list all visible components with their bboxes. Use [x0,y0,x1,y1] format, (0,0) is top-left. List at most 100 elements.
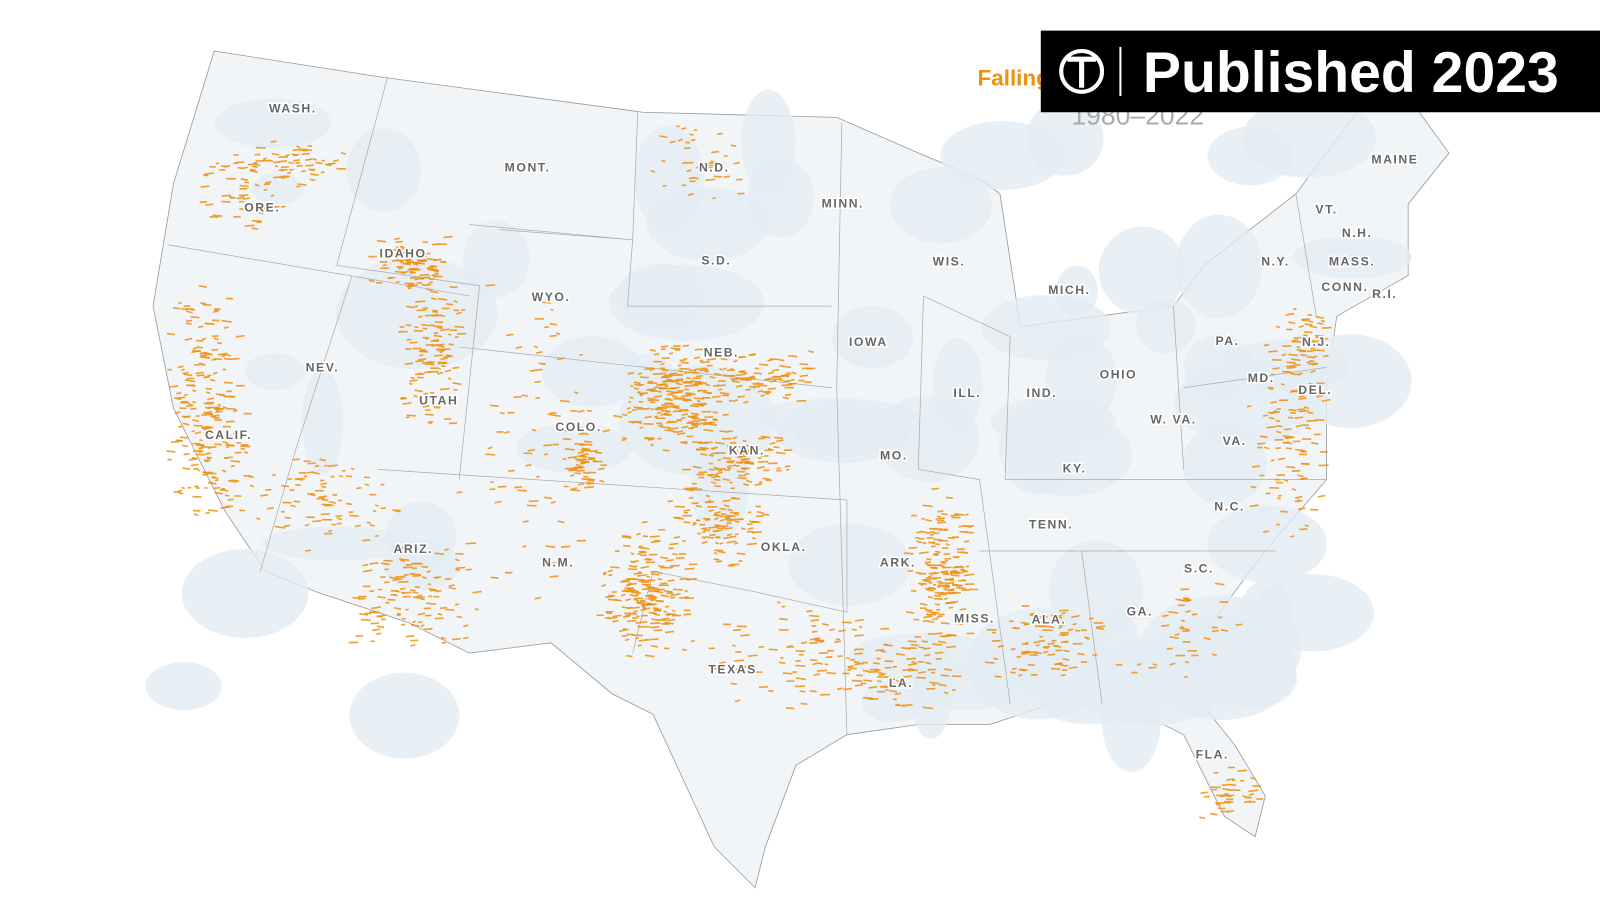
arrow [743,483,749,486]
arrow [661,368,669,372]
arrow [956,571,965,575]
arrow [1276,407,1282,410]
arrow [580,460,588,463]
arrow [203,428,211,431]
arrow [567,455,578,459]
arrow [1288,408,1297,412]
arrow [784,374,790,378]
arrow [951,574,960,577]
arrow [836,687,843,691]
arrow [1058,626,1063,629]
arrow [369,589,375,593]
arrow [953,622,963,626]
arrow [419,354,424,357]
arrow [453,300,459,304]
arrow [716,132,723,136]
arrow [751,530,763,534]
arrow [686,381,693,384]
arrow [631,591,641,594]
arrow [1283,441,1290,444]
arrow [637,644,642,647]
arrow [931,576,942,580]
arrow [753,385,760,388]
arrow [635,636,640,640]
arrow [445,354,450,357]
arrow [1306,356,1315,359]
arrow [925,613,932,617]
arrow [720,357,728,361]
arrow [778,358,785,362]
arrow [328,529,333,533]
arrow [193,513,199,517]
area [181,549,309,638]
arrow [733,161,741,165]
arrow [1275,419,1281,423]
arrow [680,361,689,365]
arrow [647,585,656,589]
arrow [756,466,765,470]
arrow [238,194,243,197]
arrow [788,354,798,358]
arrow [214,443,223,446]
arrow [778,378,784,382]
arrow [799,374,809,378]
arrow [938,683,948,687]
arrow [669,140,676,144]
arrow [686,577,697,581]
state-label: ILL. [953,386,981,400]
arrow [677,430,684,433]
arrow [668,427,679,430]
arrow [941,561,947,565]
arrow [376,632,382,636]
arrow [661,159,666,163]
arrow [680,441,688,445]
arrow [641,583,649,586]
arrow [557,520,565,524]
arrow [436,371,444,375]
arrow [1303,334,1308,337]
arrow [637,625,642,629]
arrow [406,338,412,341]
arrow [865,697,874,700]
state-label: OHIO [1100,368,1137,382]
arrow [393,606,402,611]
arrow [205,452,212,455]
arrow [377,596,386,599]
arrow [462,636,469,640]
arrow [301,148,313,152]
arrow [200,302,207,305]
arrow [692,465,702,469]
arrow [948,606,954,609]
arrow [964,540,970,543]
arrow [632,408,637,412]
arrow [715,471,723,475]
arrow [941,512,948,516]
arrow [410,376,415,380]
arrow [950,600,959,603]
arrow [812,662,818,666]
arrow [722,457,732,460]
arrow [531,428,537,432]
area [1098,226,1186,315]
arrow [722,536,732,540]
arrow [661,348,666,351]
arrow [918,671,927,674]
arrow [642,535,648,538]
arrow [1243,800,1252,804]
arrow [732,628,742,632]
state-label: ORE. [244,200,280,214]
arrow [659,425,671,429]
arrow [489,404,499,408]
arrow [1317,494,1326,498]
arrow [726,519,734,523]
arrow [691,422,699,426]
arrow [1185,609,1191,613]
arrow [633,572,643,575]
arrow [428,370,439,374]
arrow [395,245,404,249]
arrow [362,563,369,567]
arrow [444,548,449,552]
arrow [662,375,673,378]
arrow [904,552,914,555]
arrow [875,648,885,652]
